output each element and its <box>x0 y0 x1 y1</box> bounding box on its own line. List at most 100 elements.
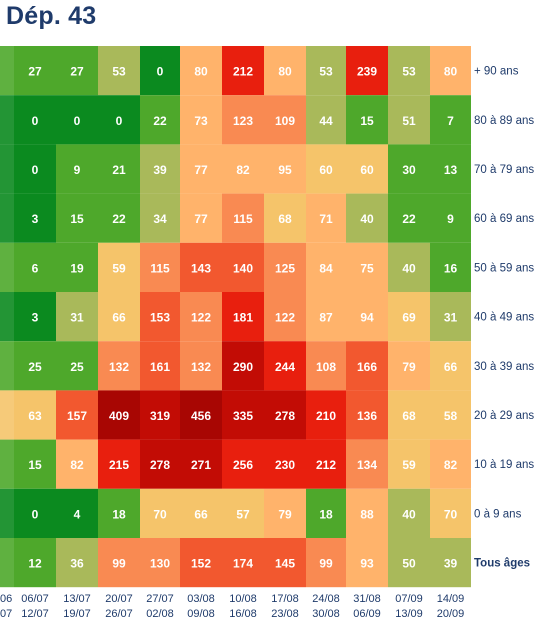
cell-value-label: 0 <box>32 163 39 177</box>
heatmap-cell <box>140 488 180 538</box>
heatmap-cell <box>140 341 180 391</box>
cell-value-label: 409 <box>109 409 129 423</box>
cell-value-label: 130 <box>150 557 170 571</box>
cell-value-label: 244 <box>275 360 295 374</box>
heatmap-cell <box>98 242 140 292</box>
heatmap-cell <box>430 292 471 342</box>
heatmap-cell <box>56 95 98 145</box>
row-label-age-group: 20 à 29 ans <box>474 410 534 422</box>
cell-value-label: 278 <box>275 409 295 423</box>
cell-value-label: 161 <box>150 360 170 374</box>
heatmap-cell <box>14 439 56 489</box>
heatmap-cell <box>140 95 180 145</box>
cell-value-label: 145 <box>275 557 295 571</box>
cell-value-label: 53 <box>402 65 416 79</box>
column-label-end-date: 30/08 <box>312 608 340 620</box>
cell-value-label: 123 <box>233 114 253 128</box>
cell-value-label: 212 <box>316 458 336 472</box>
cell-value-label: 77 <box>194 163 208 177</box>
heatmap-cell <box>14 538 56 588</box>
cell-value-label: 210 <box>316 409 336 423</box>
heatmap-cell <box>346 193 388 243</box>
heatmap-cell <box>388 46 430 96</box>
cell-value-label: 93 <box>360 557 374 571</box>
cell-value-label: 290 <box>233 360 253 374</box>
heatmap-cell <box>14 341 56 391</box>
column-label-start-date: 13/07 <box>63 593 91 605</box>
cell-value-label: 79 <box>402 360 416 374</box>
cell-value-label: 31 <box>70 311 84 325</box>
cell-value-label: 60 <box>319 163 333 177</box>
heatmap-cell <box>14 46 56 96</box>
heatmap-cell <box>56 538 98 588</box>
heatmap-cell <box>306 341 346 391</box>
column-label-start-date: 24/08 <box>312 593 340 605</box>
heatmap-cell-partial <box>0 341 14 391</box>
heatmap-cell <box>346 538 388 588</box>
cell-value-label: 456 <box>191 409 211 423</box>
cell-value-label: 18 <box>319 507 333 521</box>
cell-value-label: 25 <box>70 360 84 374</box>
heatmap-cell-partial <box>0 193 14 243</box>
heatmap-cell <box>264 488 306 538</box>
heatmap-cell <box>306 390 346 440</box>
heatmap-cell <box>140 193 180 243</box>
heatmap-cell <box>264 390 306 440</box>
heatmap-cell <box>222 292 264 342</box>
cell-value-label: 71 <box>319 212 333 226</box>
cell-value-label: 108 <box>316 360 336 374</box>
column-label-start-date: 03/08 <box>187 593 215 605</box>
cell-value-label: 278 <box>150 458 170 472</box>
cell-value-label: 59 <box>112 261 126 275</box>
cell-value-label: 39 <box>153 163 167 177</box>
heatmap-cell <box>98 95 140 145</box>
heatmap-cell <box>306 439 346 489</box>
cell-value-label: 63 <box>28 409 42 423</box>
heatmap-cell <box>14 95 56 145</box>
heatmap-cell <box>140 144 180 194</box>
cell-value-label: 140 <box>233 261 253 275</box>
heatmap-cell <box>56 439 98 489</box>
column-label-end-date: 19/07 <box>63 608 91 620</box>
heatmap-cell <box>56 46 98 96</box>
heatmap-cell <box>388 95 430 145</box>
cell-value-label: 88 <box>360 507 374 521</box>
cell-value-label: 34 <box>153 212 167 226</box>
heatmap-cell <box>98 292 140 342</box>
cell-value-label: 57 <box>236 507 250 521</box>
cell-value-label: 181 <box>233 311 253 325</box>
row-label-age-group: + 90 ans <box>474 66 519 78</box>
heatmap-cell <box>14 242 56 292</box>
row-label-total: Tous âges <box>474 558 530 570</box>
heatmap-cell <box>430 144 471 194</box>
row-label-age-group: 40 à 49 ans <box>474 312 534 324</box>
row-label-age-group: 0 à 9 ans <box>474 508 522 520</box>
heatmap-cell <box>306 538 346 588</box>
column-label-end-date: 16/08 <box>229 608 257 620</box>
column-label-start-date: 31/08 <box>353 593 381 605</box>
cell-value-label: 132 <box>109 360 129 374</box>
heatmap-cell <box>222 144 264 194</box>
heatmap-cell <box>180 46 222 96</box>
cell-value-label: 66 <box>112 311 126 325</box>
cell-value-label: 44 <box>319 114 333 128</box>
cell-value-label: 82 <box>236 163 250 177</box>
cell-value-label: 18 <box>112 507 126 521</box>
heatmap-cell-partial <box>0 144 14 194</box>
heatmap-cell <box>56 390 98 440</box>
column-label-end-date: 12/07 <box>21 608 49 620</box>
cell-value-label: 271 <box>191 458 211 472</box>
heatmap-cell <box>98 488 140 538</box>
cell-value-label: 0 <box>32 114 39 128</box>
cell-value-label: 53 <box>319 65 333 79</box>
heatmap-cell <box>98 193 140 243</box>
cell-value-label: 75 <box>360 261 374 275</box>
page-title: Dép. 43 <box>6 2 97 30</box>
cell-value-label: 212 <box>233 65 253 79</box>
heatmap-cell <box>14 292 56 342</box>
cell-value-label: 68 <box>402 409 416 423</box>
heatmap-cell <box>264 95 306 145</box>
heatmap-cell-partial <box>0 488 14 538</box>
cell-value-label: 80 <box>278 65 292 79</box>
column-label-end-date: 02/08 <box>146 608 174 620</box>
